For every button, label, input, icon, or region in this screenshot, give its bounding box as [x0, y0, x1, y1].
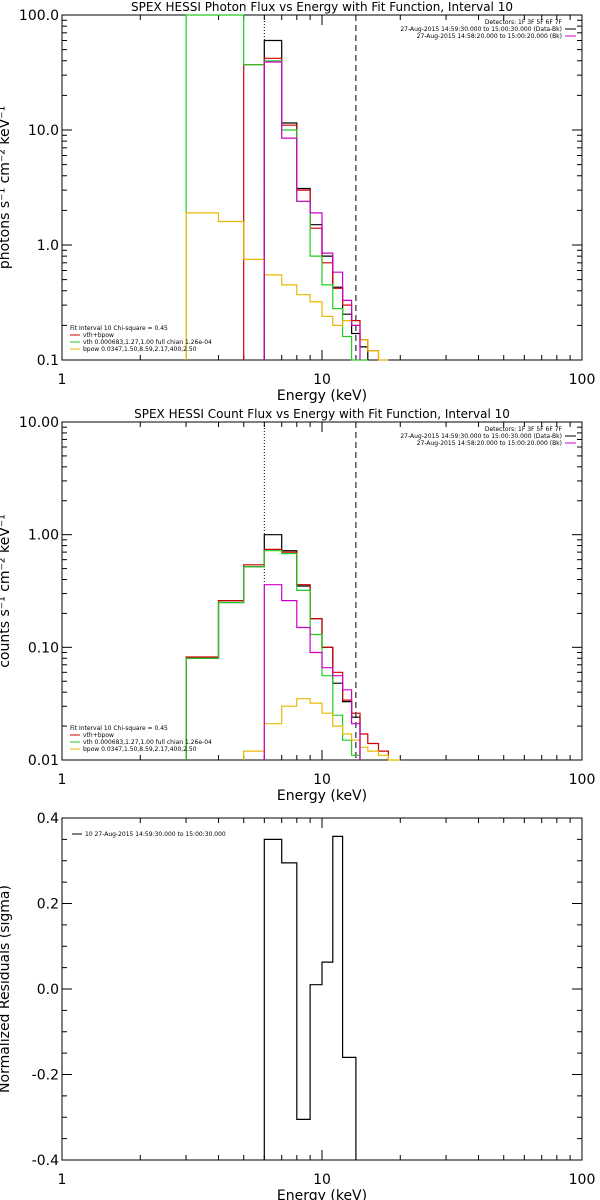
x-axis-label: Energy (keV) — [277, 788, 367, 804]
info-line: 27-Aug-2015 14:58:20.000 to 15:00:20.000… — [417, 440, 562, 447]
y-axis-label: photons s⁻¹ cm⁻² keV⁻¹ — [0, 106, 13, 269]
fit-header: Fit Interval 10 Chi-square = 0.45 — [70, 325, 168, 332]
y-tick-label: -0.4 — [32, 1153, 59, 1169]
x-tick-label: 1 — [58, 1172, 67, 1188]
y-tick-label: 0.1 — [37, 353, 59, 369]
legend-label: vth 0.000683,1.27,1.00 full chian 1.26e-… — [83, 339, 212, 346]
plot-frame — [61, 817, 583, 1161]
y-tick-label: 0.0 — [37, 982, 59, 998]
y-tick-label: 0.4 — [37, 811, 59, 827]
x-tick-label: 10 — [313, 1172, 331, 1188]
legend-label: vth 0.000683,1.27,1.00 full chian 1.26e-… — [83, 739, 212, 746]
series-bpow-line — [185, 212, 389, 361]
x-tick-label: 10 — [313, 772, 331, 788]
info-line: 27-Aug-2015 14:59:30.000 to 15:00:30.000… — [400, 26, 562, 33]
legend-label: vth+bpow — [83, 732, 114, 739]
series-vth-line — [185, 550, 361, 760]
series-bk-line — [263, 584, 361, 760]
info-line: Detectors: 1F 3F 5F 6F 7F — [485, 19, 563, 26]
series-sum-line — [185, 548, 389, 760]
legend-label: bpow 0.0347,1.50,8.59,2.17,400,2.50 — [83, 746, 197, 753]
series-bpow-line — [243, 698, 401, 761]
fit-header: Fit Interval 10 Chi-square = 0.45 — [70, 725, 168, 732]
chart-panel-2: 1 10 100 0.01 0.10 1.00 10.00 SPEX HESSI Count … — [0, 407, 595, 804]
chart-title: SPEX HESSI Photon Flux vs Energy with Fi… — [131, 0, 513, 14]
x-tick-label: 100 — [569, 372, 596, 388]
series-residual-line — [263, 835, 357, 1160]
info-line: 27-Aug-2015 14:59:30.000 to 15:00:30.000… — [400, 433, 562, 440]
x-tick-label: 1 — [58, 372, 67, 388]
x-tick-label: 1 — [58, 772, 67, 788]
y-tick-label: 10.00 — [19, 415, 59, 431]
chart-title: SPEX HESSI Count Flux vs Energy with Fit… — [134, 407, 510, 421]
x-axis-label: Energy (keV) — [277, 388, 367, 404]
x-tick-label: 100 — [569, 1172, 596, 1188]
legend-label: bpow 0.0347,1.50,8.59,2.17,400,2.50 — [83, 346, 197, 353]
x-tick-label: 100 — [569, 772, 596, 788]
info-line: 27-Aug-2015 14:58:20.000 to 15:00:20.000… — [417, 33, 562, 40]
y-tick-label: -0.2 — [32, 1068, 59, 1084]
y-tick-label: 100.0 — [19, 8, 59, 24]
series-bk-line — [263, 61, 361, 360]
series-data-line — [263, 39, 369, 360]
y-tick-label: 1.00 — [28, 528, 59, 544]
legend-label: 10 27-Aug-2015 14:59:30.000 to 15:00:30.… — [85, 831, 226, 838]
y-tick-label: 0.2 — [37, 897, 59, 913]
y-axis-label: counts s⁻¹ cm⁻² keV⁻¹ — [0, 514, 13, 668]
y-tick-label: 0.01 — [28, 753, 59, 769]
y-axis-label: Normalized Residuals (sigma) — [0, 885, 13, 1093]
series-vth-line — [185, 14, 368, 361]
x-tick-label: 10 — [313, 372, 331, 388]
chart-panel-1: 1 10 100 0.1 1.0 10.0 100.0 SPEX HESSI Photon F… — [0, 0, 595, 404]
y-tick-label: 1.0 — [37, 238, 59, 254]
y-tick-label: 0.10 — [28, 640, 59, 656]
y-tick-label: 10.0 — [28, 123, 59, 139]
chart-panel-3: 1 10 100 -0.4 -0.2 0.0 0.2 0.4 Energy (keV) Norma… — [0, 811, 595, 1200]
info-line: Detectors: 1F 3F 5F 6F 7F — [485, 426, 563, 433]
legend-label: vth+bpow — [83, 332, 114, 339]
x-axis-label: Energy (keV) — [277, 1188, 367, 1200]
